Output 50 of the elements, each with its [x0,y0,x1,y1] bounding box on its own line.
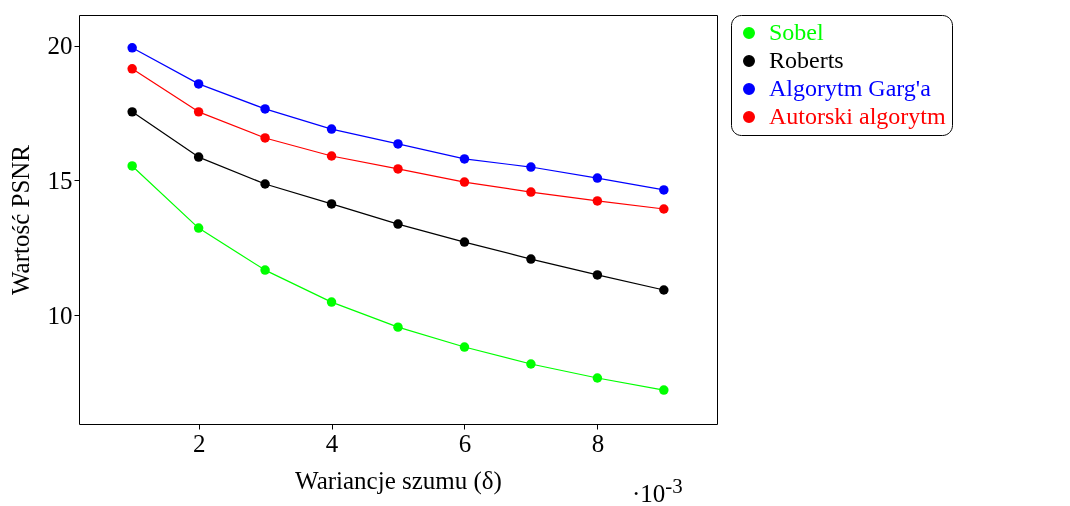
y-tick-label: 20 [47,32,73,60]
legend-label: Roberts [769,47,844,73]
legend-label: Sobel [769,19,824,45]
point [260,265,270,275]
text: ·10$^{-3}$ [632,474,683,506]
point [659,385,669,395]
point [193,79,204,89]
point [592,270,603,280]
x-tick-label: 4 [325,429,339,457]
point [459,342,470,352]
point [459,154,470,164]
y-tick-label: 10 [47,301,73,329]
point [526,162,536,172]
point [326,124,337,134]
point [592,173,603,183]
point [326,297,337,307]
x-axis-title: Wariancje szumu (δ) [295,466,502,495]
point [659,185,669,195]
point [459,237,470,247]
x-tick-label: 6 [458,429,472,457]
point [393,139,403,149]
point [592,373,603,383]
point [326,199,337,209]
point [193,107,204,117]
point [193,223,204,233]
point [659,204,669,214]
point [127,107,137,117]
point [526,187,536,197]
legend-label: Autorski algorytm [769,103,946,129]
point [459,177,470,187]
point [659,285,669,295]
point [127,43,137,53]
point [526,254,536,264]
legend-label: Algorytm Garg'a [769,75,932,101]
point [260,104,270,114]
point [393,164,403,174]
point [592,196,603,206]
point [127,161,137,171]
point [393,322,403,332]
y-tick-label: 15 [47,166,73,194]
point [260,133,270,143]
point [127,64,137,74]
point [393,219,403,229]
x-tick-label: 2 [192,429,206,457]
point [193,152,204,162]
point [526,359,536,369]
x-tick-label: 8 [591,429,605,457]
y-axis-title: Wartość PSNR [6,144,34,296]
point [326,151,337,161]
point [260,179,270,189]
